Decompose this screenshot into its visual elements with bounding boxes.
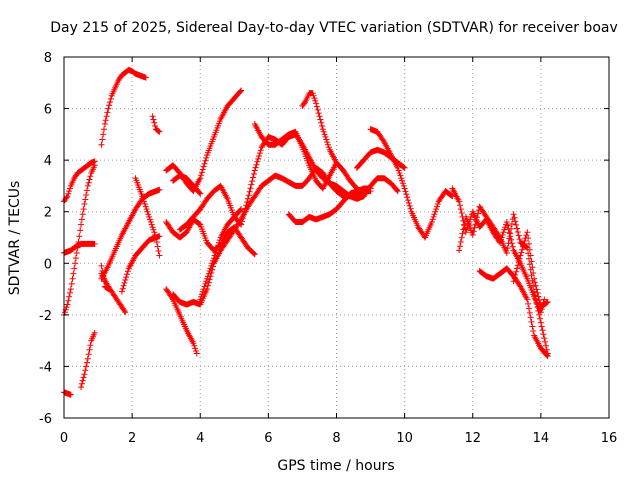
- y-axis-label: SDTVAR / TECUs: [7, 181, 23, 296]
- data-point-markers: [61, 162, 98, 318]
- data-track: [61, 240, 98, 256]
- data-point-markers: [98, 66, 149, 148]
- data-point-markers: [456, 203, 551, 357]
- data-points-layer: [61, 66, 551, 398]
- data-point-markers: [61, 240, 98, 256]
- x-tick-label: 2: [128, 431, 136, 446]
- y-tick-label: 4: [44, 154, 52, 169]
- data-point-markers: [149, 113, 163, 135]
- data-point-markers: [367, 126, 429, 241]
- data-point-markers: [449, 185, 548, 316]
- data-track: [197, 206, 245, 303]
- x-axis-label: GPS time / hours: [277, 458, 394, 474]
- data-series: [61, 66, 551, 398]
- data-track: [61, 389, 74, 398]
- data-track: [299, 90, 340, 166]
- data-point-markers: [61, 389, 74, 398]
- data-track: [61, 162, 98, 318]
- y-tick-label: 0: [44, 257, 52, 272]
- data-point-markers: [98, 270, 129, 316]
- data-track: [132, 175, 163, 259]
- y-tick-label: -4: [39, 360, 52, 375]
- data-track: [170, 164, 374, 308]
- x-tick-label: 6: [264, 431, 272, 446]
- data-track: [78, 329, 98, 391]
- ticks-layer: 0 2 4 6 8 10 12 14 16 -6 -4 -2 0 2 4 6 8: [39, 51, 617, 446]
- data-point-markers: [163, 286, 200, 357]
- data-point-markers: [170, 172, 204, 197]
- x-tick-label: 8: [332, 431, 340, 446]
- data-point-markers: [422, 188, 456, 241]
- data-track: [251, 121, 360, 192]
- data-point-markers: [353, 146, 408, 171]
- x-tick-label: 4: [196, 431, 204, 446]
- data-track: [149, 113, 163, 135]
- data-track: [476, 265, 551, 360]
- data-track: [163, 286, 200, 357]
- y-tick-label: -2: [39, 309, 52, 324]
- data-track: [170, 172, 204, 197]
- data-point-markers: [197, 206, 245, 303]
- data-track: [510, 229, 551, 311]
- y-tick-label: -6: [39, 412, 52, 427]
- x-tick-label: 12: [464, 431, 481, 446]
- data-track: [285, 185, 374, 225]
- data-point-markers: [476, 265, 551, 360]
- grid-layer: [64, 57, 609, 418]
- data-track: [456, 203, 551, 357]
- data-point-markers: [285, 185, 374, 225]
- x-tick-label: 16: [601, 431, 618, 446]
- data-track: [163, 216, 258, 258]
- data-track: [98, 270, 129, 316]
- chart-title: Day 215 of 2025, Sidereal Day-to-day VTE…: [50, 20, 618, 36]
- data-point-markers: [132, 175, 163, 259]
- data-point-markers: [299, 90, 340, 166]
- data-point-markers: [170, 164, 374, 308]
- data-track: [367, 126, 429, 241]
- y-tick-label: 8: [44, 51, 52, 66]
- x-tick-label: 0: [60, 431, 68, 446]
- y-tick-label: 6: [44, 103, 52, 118]
- data-point-markers: [510, 229, 551, 311]
- x-tick-label: 10: [396, 431, 413, 446]
- data-track: [353, 146, 408, 171]
- x-tick-label: 14: [533, 431, 550, 446]
- data-track: [422, 188, 456, 241]
- data-track: [98, 66, 149, 148]
- data-point-markers: [163, 216, 258, 258]
- data-point-markers: [78, 329, 98, 391]
- data-point-markers: [251, 121, 360, 192]
- data-track: [449, 185, 548, 316]
- y-tick-label: 2: [44, 206, 52, 221]
